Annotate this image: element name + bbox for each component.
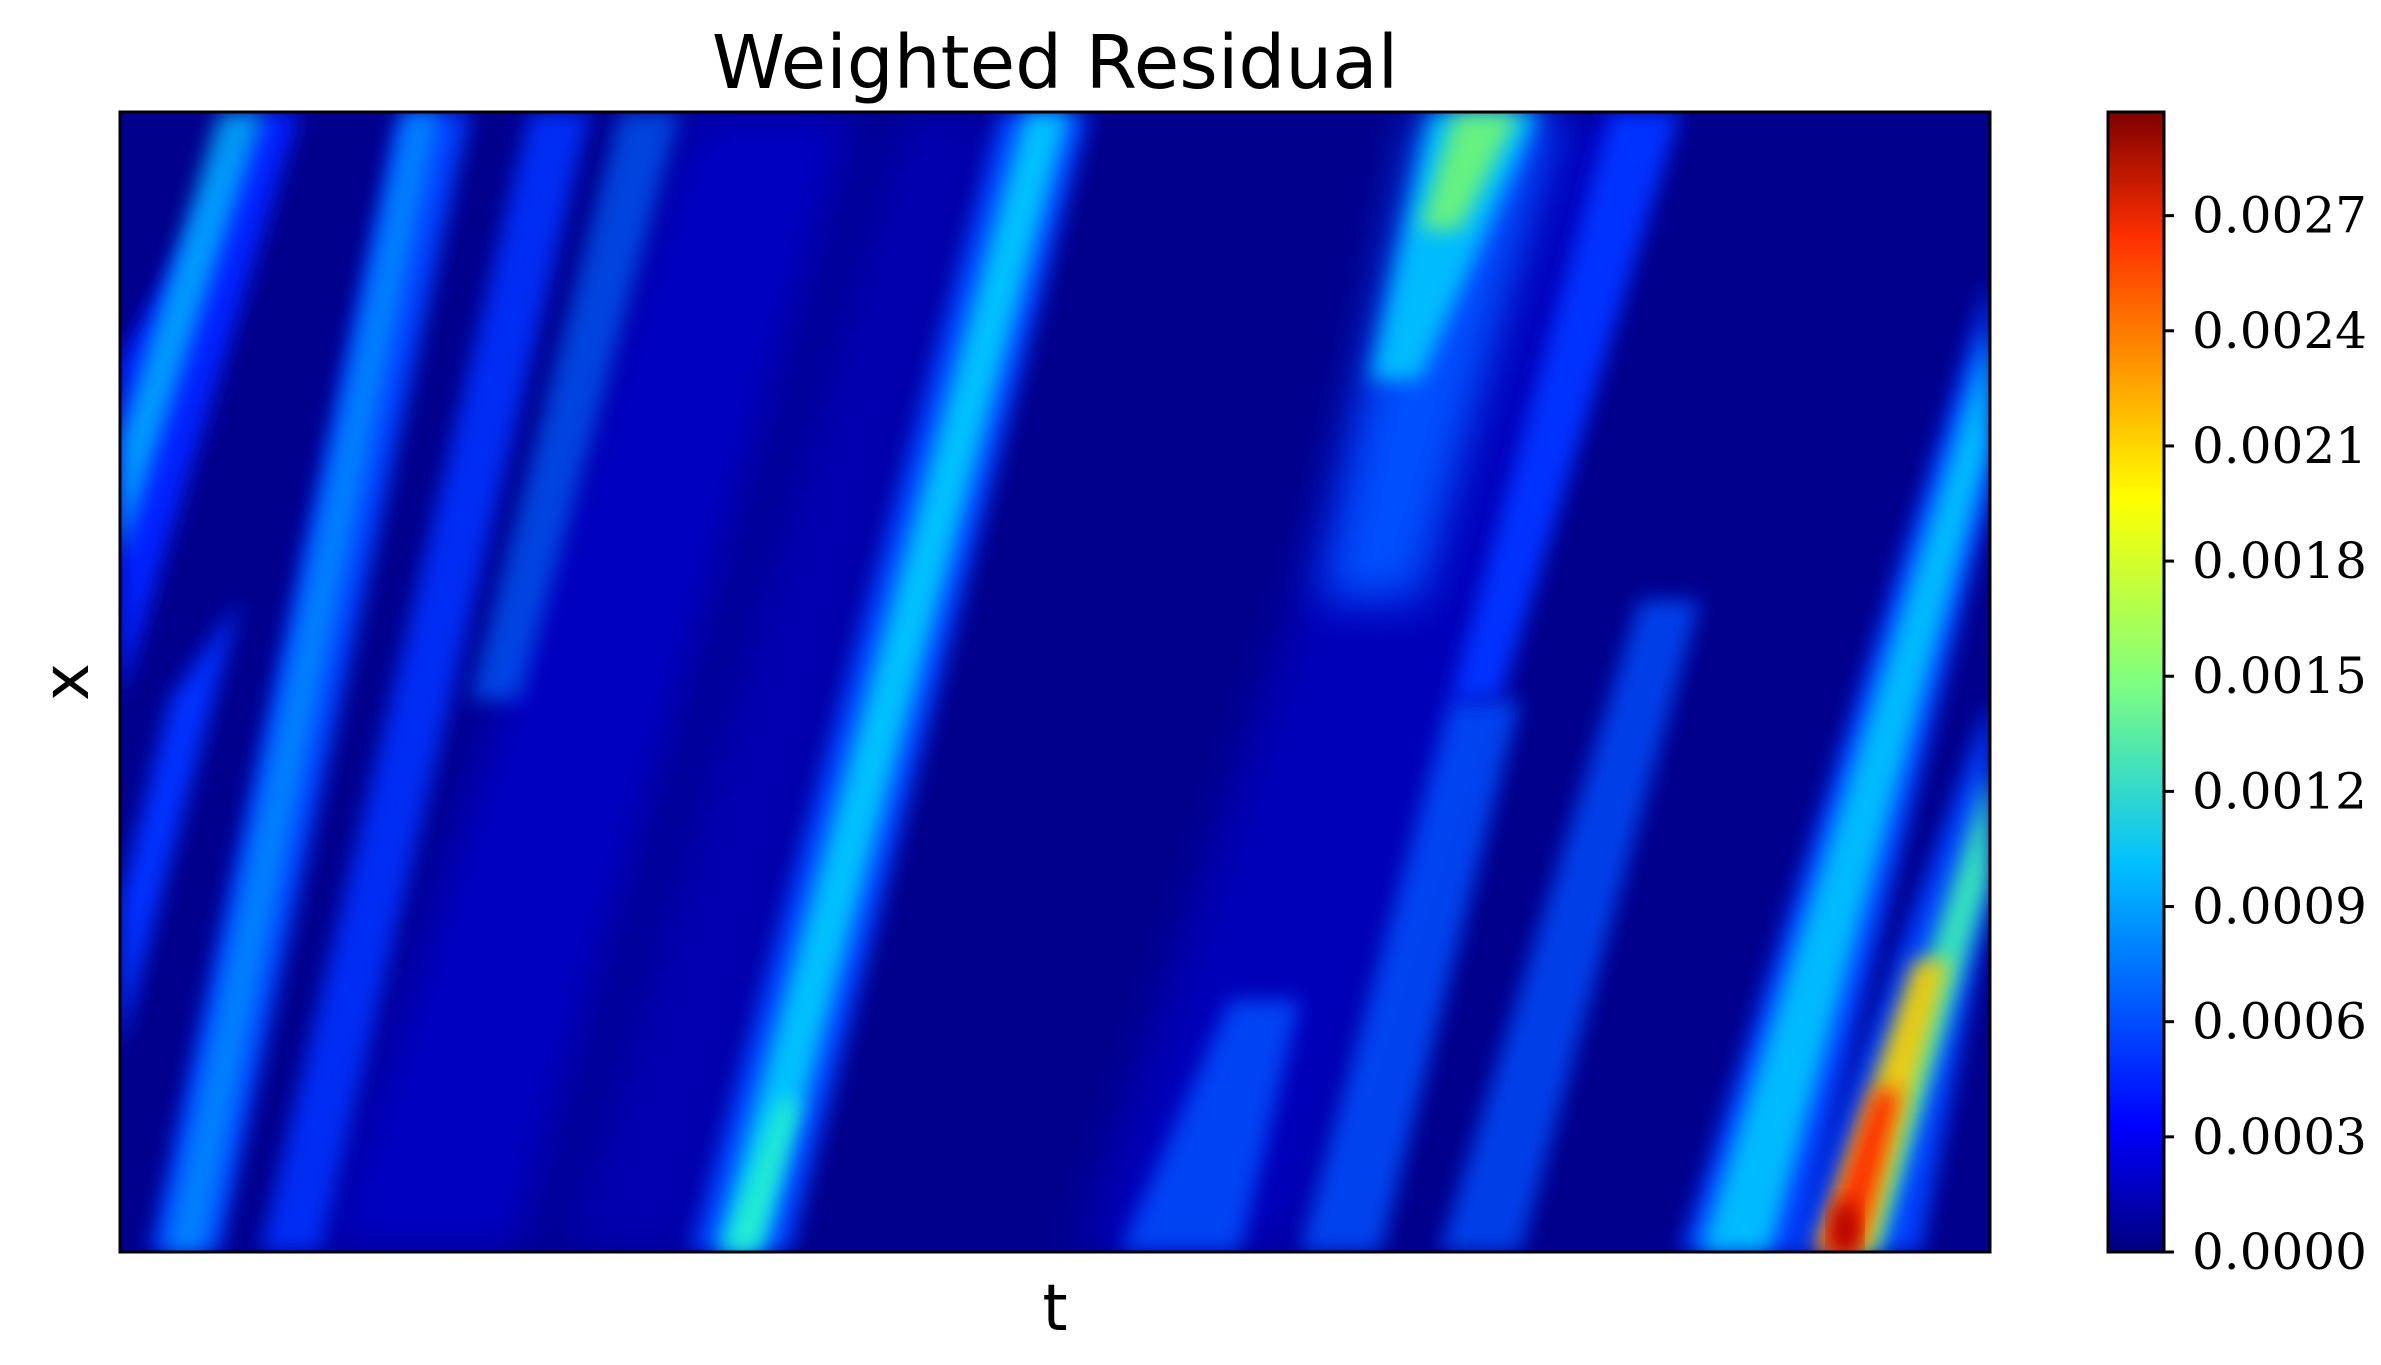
residual-band: [715, 112, 1070, 1252]
residual-band: [725, 1100, 800, 1252]
residual-band: [120, 112, 300, 700]
colorbar-tick-label: 0.0012: [2192, 762, 2367, 820]
residual-band: [1790, 700, 1990, 1252]
heatmap-plot: [120, 112, 1990, 1252]
colorbar-tick-label: 0.0024: [2192, 302, 2367, 360]
colorbar: 0.0000 0.0003 0.0006 0.0009 0.0012 0.0015 0.00…: [2106, 110, 2367, 1281]
residual-peak: [1831, 1200, 1859, 1252]
heatmap-bands: [120, 112, 1990, 1252]
plot-frame: [118, 110, 1992, 1254]
residual-band: [1300, 700, 1520, 1252]
residual-band: [470, 112, 680, 700]
residual-band: [1320, 112, 1560, 600]
colorbar-tick-label: 0.0006: [2192, 993, 2367, 1051]
colorbar-scale: [2106, 110, 2166, 1254]
colorbar-tick-label: 0.0000: [2192, 1223, 2367, 1281]
residual-band: [1680, 280, 1990, 1252]
colorbar-tick-label: 0.0003: [2192, 1108, 2367, 1166]
x-axis-label: t: [1042, 1272, 1067, 1346]
colorbar-ticks: 0.0000 0.0003 0.0006 0.0009 0.0012 0.0015 0.00…: [2164, 187, 2367, 1281]
residual-band: [260, 112, 590, 1252]
residual-band: [120, 600, 240, 1050]
residual-band: [165, 112, 440, 1252]
residual-band: [320, 112, 860, 1252]
residual-band: [1080, 112, 1660, 1252]
residual-band: [120, 112, 265, 560]
residual-band: [1450, 112, 1680, 700]
chart-title: Weighted Residual: [712, 20, 1398, 106]
colorbar-tick-label: 0.0021: [2192, 417, 2367, 475]
colorbar-tick-label: 0.0027: [2192, 187, 2367, 245]
residual-band: [1700, 330, 1990, 1252]
residual-band: [1120, 1000, 1300, 1252]
colorbar-tick-label: 0.0009: [2192, 878, 2367, 936]
colorbar-tick-label: 0.0015: [2192, 647, 2367, 705]
residual-band: [1440, 600, 1700, 1252]
y-axis-label: x: [30, 663, 104, 701]
residual-band: [1370, 112, 1540, 380]
residual-band: [1420, 112, 1520, 230]
colorbar-tick-label: 0.0018: [2192, 532, 2367, 590]
residual-band: [560, 112, 1000, 1252]
